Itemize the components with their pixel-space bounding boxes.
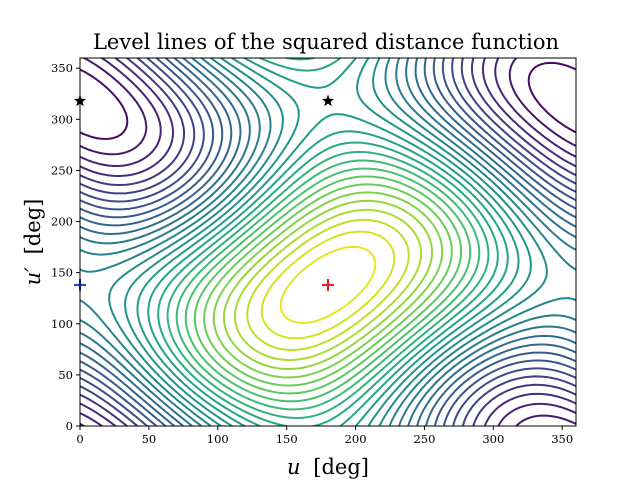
contour-line <box>80 58 576 426</box>
contour-line <box>136 58 520 426</box>
contour-line <box>193 175 463 395</box>
contour-line <box>80 58 576 426</box>
y-axis-label: u′ [deg] <box>21 199 45 286</box>
y-tick-label: 200 <box>51 215 73 229</box>
contour-line <box>246 218 410 351</box>
contour-line <box>80 58 576 426</box>
x-tick-label: 0 <box>76 432 83 446</box>
contour-line <box>279 245 377 324</box>
contour-line <box>80 58 576 426</box>
contour-line <box>80 58 576 426</box>
contour-line <box>223 199 433 370</box>
y-tick-label: 150 <box>51 266 73 280</box>
contour-line <box>108 58 548 426</box>
contour-line <box>80 58 576 426</box>
y-axis-ticks: 0 50 100 150 200 250 300 350 <box>51 61 80 433</box>
contour-line <box>124 58 532 426</box>
contour-lines <box>80 58 576 426</box>
contour-line <box>175 159 481 411</box>
contour-line <box>80 58 576 426</box>
contour-line <box>80 58 576 426</box>
contour-line <box>184 167 472 403</box>
y-tick-label: 50 <box>58 368 73 382</box>
x-tick-label: 350 <box>551 432 573 446</box>
contour-line <box>234 208 422 361</box>
axes: 0 50 100 150 200 250 300 350 0 50 100 150 200 250 300… <box>51 57 577 446</box>
contour-line <box>157 58 499 426</box>
contour-line <box>166 150 490 419</box>
contour-line <box>203 183 453 387</box>
y-tick-label: 250 <box>51 163 73 177</box>
marker-saddle <box>321 94 335 107</box>
y-tick-label: 0 <box>66 419 73 433</box>
x-tick-label: 50 <box>142 432 157 446</box>
chart-title: Level lines of the squared distance func… <box>93 30 559 54</box>
x-axis-variable: u <box>287 455 301 479</box>
x-tick-label: 200 <box>345 432 367 446</box>
contour-line <box>80 61 576 140</box>
plot-frame <box>79 57 577 427</box>
x-tick-label: 300 <box>482 432 504 446</box>
contour-line <box>80 58 576 426</box>
x-axis-ticks: 0 50 100 150 200 250 300 350 <box>76 426 573 446</box>
x-tick-label: 150 <box>276 432 298 446</box>
y-tick-label: 350 <box>51 61 73 75</box>
x-tick-label: 100 <box>207 432 229 446</box>
contour-line <box>80 58 576 426</box>
contour-line <box>212 191 444 379</box>
contour-line <box>260 230 396 340</box>
contour-line <box>147 58 509 426</box>
contour-line <box>80 58 576 426</box>
y-axis-unit: [deg] <box>21 199 45 255</box>
x-axis-unit: [deg] <box>313 455 369 479</box>
contour-line <box>80 58 576 426</box>
y-tick-label: 300 <box>51 112 73 126</box>
marker-maximum <box>322 278 334 291</box>
x-axis-label: u [deg] <box>287 455 369 479</box>
y-axis-variable: u′ <box>21 267 45 286</box>
y-tick-label: 100 <box>51 317 73 331</box>
x-tick-label: 250 <box>413 432 435 446</box>
contour-line <box>80 58 576 426</box>
